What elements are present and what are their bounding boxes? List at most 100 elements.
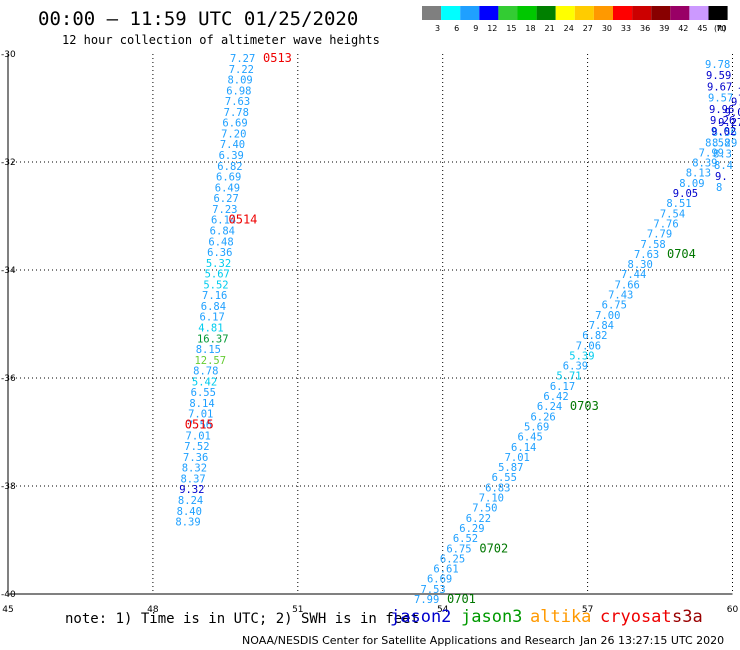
wave-height-value: 6.69 [222, 118, 247, 130]
legend-swatch [479, 6, 499, 20]
wave-height-value: 7.16 [202, 290, 227, 302]
legend-swatch [689, 6, 709, 20]
wave-height-value: 8.32 [182, 463, 207, 475]
pass-time-label: 0704 [667, 247, 696, 261]
legend-swatch [422, 6, 442, 20]
legend-swatch [460, 6, 480, 20]
wave-height-value: 5.32 [206, 258, 231, 270]
legend-swatch [651, 6, 671, 20]
wave-height-value: 8.39 [175, 517, 200, 529]
wave-height-value: 6.52 [453, 533, 478, 545]
legend-swatch [555, 6, 575, 20]
wave-height-value: 5.52 [203, 279, 228, 291]
wave-height-value: 7.58 [640, 239, 665, 251]
wave-height-value: 6.39 [219, 150, 244, 162]
wave-height-value: 8.56 [712, 127, 737, 139]
satellite-name: cryosat [600, 607, 672, 627]
wave-height-value: 8.4 [714, 160, 733, 172]
legend-swatch [708, 6, 728, 20]
wave-height-value: 8.37 [180, 473, 205, 485]
satellite-name: s3a [672, 607, 703, 627]
longitude-tick-label: 48 [147, 605, 159, 615]
wave-height-value: 5.69 [524, 421, 549, 433]
wave-height-value: 7.06 [576, 340, 601, 352]
wave-height-value: 6.14 [511, 442, 536, 454]
wave-height-value: 7.22 [229, 64, 254, 76]
longitude-tick-label: 57 [582, 605, 593, 615]
wave-height-value: 7.10 [479, 493, 504, 505]
wave-height-value: 9.02 [711, 126, 736, 138]
wave-height-value: 8.51 [666, 198, 691, 210]
latitude-tick-label: -30 [1, 50, 16, 60]
wave-height-value: 7.40 [220, 139, 245, 151]
wave-height-value: 7.00 [595, 310, 620, 322]
legend-bin-label: 6 [454, 24, 459, 33]
wave-height-value: 8 [716, 182, 722, 194]
wave-height-value: 6.45 [518, 432, 543, 444]
wave-height-value: 6.55 [191, 387, 216, 399]
legend-bin-label: 39 [659, 24, 669, 33]
wave-height-value: 7.78 [224, 107, 249, 119]
pass-time-label: 0701 [447, 592, 476, 606]
wave-height-value: 8.24 [178, 495, 203, 507]
legend-swatch [441, 6, 461, 20]
wave-height-value: 6.29 [459, 523, 484, 535]
map-subtitle: 12 hour collection of altimeter wave hei… [62, 33, 380, 47]
wave-height-value: 6.69 [216, 172, 241, 184]
wave-height-value: 6.49 [215, 182, 240, 194]
legend-swatch [536, 6, 556, 20]
wave-height-value: 7.50 [472, 503, 497, 515]
wave-height-value: 6.75 [446, 543, 471, 555]
latitude-tick-label: -34 [1, 266, 16, 276]
legend-swatch [632, 6, 652, 20]
wave-height-value: 7.56 [187, 420, 212, 432]
legend-bin-label: 45 [697, 24, 707, 33]
wave-height-value: 8.13 [686, 168, 711, 180]
wave-height-value: 6.36 [207, 247, 232, 259]
legend-bin-label: 12 [487, 24, 497, 33]
wave-height-value: 6.22 [466, 513, 491, 525]
satellite-name: altika [530, 607, 592, 627]
legend-bin-label: 18 [525, 24, 535, 33]
wave-height-value: 16.37 [197, 333, 229, 345]
wave-height-value: 9.26 [710, 115, 735, 127]
wave-height-value: 6.55 [492, 472, 517, 484]
wave-height-value: 7.54 [660, 208, 685, 220]
wave-height-value: 6.61 [433, 564, 458, 576]
latitude-tick-label: -38 [1, 482, 16, 492]
wave-height-value: 7.01 [188, 409, 213, 421]
legend-bin-label: 21 [545, 24, 555, 33]
legend-bin-label: 33 [621, 24, 631, 33]
wave-height-value: 9.05 [673, 188, 698, 200]
wave-height-value: 7.36 [183, 452, 208, 464]
wave-height-value: 8.29 [712, 137, 737, 149]
wave-height-value: 9. [715, 171, 728, 183]
wave-height-value: 9.07 [725, 107, 740, 119]
wave-height-value: 5.71 [556, 371, 581, 383]
wave-height-value: 9.96 [709, 104, 734, 116]
wave-height-value: 6.25 [440, 553, 465, 565]
wave-height-value: 10.05 [738, 87, 740, 99]
satellite-name: jason2 [390, 607, 452, 627]
wave-height-value: 6.27 [213, 193, 238, 205]
wave-height-value: 9.78 [705, 59, 730, 71]
wave-height-value: 6.17 [550, 381, 575, 393]
wave-height-value: 7.52 [184, 441, 209, 453]
wave-height-value: 6.17 [200, 312, 225, 324]
legend-bin-label: 42 [678, 24, 688, 33]
wave-height-value: 6.75 [602, 300, 627, 312]
wave-height-value: 7.76 [653, 218, 678, 230]
wave-height-value: 5.67 [205, 269, 230, 281]
wave-height-value: 6.69 [427, 574, 452, 586]
wave-height-value: 6.26 [530, 411, 555, 423]
legend-swatch [593, 6, 613, 20]
pass-time-label: 0515 [185, 418, 214, 432]
wave-height-value: 6.14 [211, 215, 236, 227]
latitude-tick-label: -36 [1, 374, 16, 384]
wave-height-value: 7.99 [699, 147, 724, 159]
legend-bin-label: 36 [640, 24, 650, 33]
legend-swatch [670, 6, 690, 20]
wave-height-value: 8.14 [189, 398, 214, 410]
wave-height-value: 9.27 [718, 117, 740, 129]
wave-height-value: 8.09 [679, 178, 704, 190]
